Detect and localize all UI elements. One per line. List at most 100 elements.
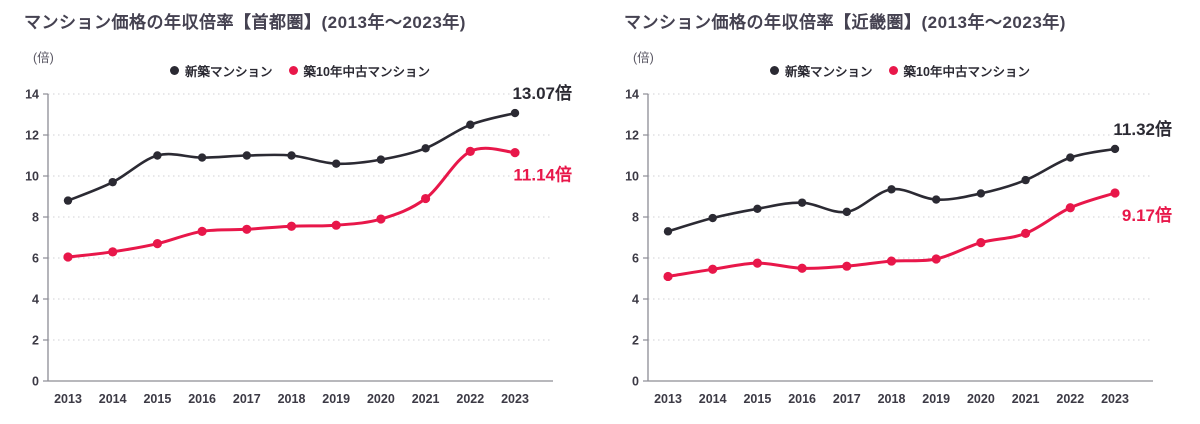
data-point xyxy=(1065,203,1075,213)
data-point xyxy=(1110,188,1120,198)
legend-dot-icon xyxy=(888,66,898,75)
data-point xyxy=(1066,153,1075,162)
y-axis-label: 8 xyxy=(32,211,39,225)
data-point xyxy=(797,198,807,207)
y-axis-label: 2 xyxy=(32,334,39,348)
data-point xyxy=(976,238,986,248)
data-point xyxy=(197,226,207,236)
data-point xyxy=(752,258,762,268)
data-point xyxy=(287,151,296,160)
legend-dot-icon xyxy=(170,66,180,75)
legend-label: 新築マンション xyxy=(785,65,873,79)
series-end-label: 11.14倍 xyxy=(513,165,572,185)
series-end-label: 13.07倍 xyxy=(512,83,572,103)
y-axis-label: 12 xyxy=(625,129,639,143)
x-axis-label: 2018 xyxy=(878,392,906,406)
legend: 新築マンション 築10年中古マンション xyxy=(0,61,600,80)
data-point xyxy=(708,264,718,274)
data-point xyxy=(842,261,852,271)
data-point xyxy=(1021,228,1031,238)
x-axis-label: 2016 xyxy=(188,392,216,406)
x-axis-label: 2019 xyxy=(322,392,350,406)
data-point xyxy=(887,185,896,194)
data-point xyxy=(932,195,941,204)
x-axis-label: 2016 xyxy=(788,392,816,406)
x-axis-label: 2014 xyxy=(99,392,127,406)
chart-panel-kinki: マンション価格の年収倍率【近畿圏】(2013年〜2023年) (倍) 新築マンシ… xyxy=(600,0,1200,424)
x-axis-label: 2022 xyxy=(456,392,484,406)
y-axis-label: 12 xyxy=(25,129,39,143)
x-axis-label: 2021 xyxy=(1012,392,1040,406)
x-axis-label: 2023 xyxy=(501,392,529,406)
data-point xyxy=(842,207,851,217)
data-point xyxy=(510,108,520,118)
x-axis-label: 2015 xyxy=(143,392,171,406)
y-axis-unit-label: (倍) xyxy=(33,51,54,65)
data-point xyxy=(63,196,73,205)
y-axis-label: 8 xyxy=(632,211,639,225)
x-axis-label: 2013 xyxy=(54,392,82,406)
legend-dot-icon xyxy=(288,66,298,75)
line-chart-kinki: 0 2 4 6 8 10 12 14 2013 2014 2015 2016 2017 2018 2019 2… xyxy=(625,88,1172,407)
y-axis-label: 6 xyxy=(32,252,39,266)
y-axis-label: 0 xyxy=(632,375,639,389)
chart-title-kinki: マンション価格の年収倍率【近畿圏】(2013年〜2023年) xyxy=(624,13,1066,32)
data-point xyxy=(797,263,807,273)
data-point xyxy=(663,227,673,236)
data-point xyxy=(976,189,986,198)
x-axis-label: 2023 xyxy=(1101,392,1129,406)
y-axis-label: 14 xyxy=(25,88,39,102)
data-point xyxy=(331,220,341,230)
data-point xyxy=(376,155,386,164)
data-point xyxy=(421,144,430,153)
data-point xyxy=(108,177,117,187)
x-axis-label: 2020 xyxy=(367,392,395,406)
data-point xyxy=(242,224,252,234)
legend-label: 新築マンション xyxy=(185,65,273,79)
chart-panel-shutoken: マンション価格の年収倍率【首都圏】(2013年〜2023年) (倍) 新築マンシ… xyxy=(0,13,600,406)
data-point xyxy=(242,151,251,160)
data-point xyxy=(663,271,673,282)
data-point xyxy=(1021,175,1030,185)
data-point xyxy=(332,159,341,168)
legend-item: 新築マンション xyxy=(770,61,873,80)
data-point xyxy=(153,151,162,160)
y-axis-unit-label: (倍) xyxy=(633,51,654,65)
data-point xyxy=(63,252,73,262)
x-axis-label: 2019 xyxy=(922,392,950,406)
data-point xyxy=(931,254,941,264)
x-axis-label: 2022 xyxy=(1056,392,1084,406)
legend-item: 築10年中古マンション xyxy=(888,61,1030,80)
legend-item: 築10年中古マンション xyxy=(288,61,430,80)
x-axis-label: 2013 xyxy=(654,392,682,406)
data-point xyxy=(886,256,897,266)
x-axis-label: 2014 xyxy=(699,392,727,406)
legend-item: 新築マンション xyxy=(170,61,273,80)
chart-title-shutoken: マンション価格の年収倍率【首都圏】(2013年〜2023年) xyxy=(24,13,466,32)
data-point xyxy=(421,193,431,204)
data-point xyxy=(108,247,118,257)
y-axis-label: 0 xyxy=(32,375,39,389)
data-point xyxy=(510,148,520,158)
x-axis-label: 2021 xyxy=(412,392,440,406)
data-point xyxy=(286,221,297,231)
y-axis-label: 4 xyxy=(632,293,639,307)
series-line xyxy=(66,146,517,259)
series-end-label: 11.32倍 xyxy=(1113,119,1172,139)
legend-label: 築10年中古マンション xyxy=(903,65,1030,79)
data-point xyxy=(465,146,475,156)
data-point xyxy=(708,213,717,223)
x-axis-label: 2020 xyxy=(967,392,995,406)
data-point xyxy=(376,214,386,224)
y-axis-label: 4 xyxy=(32,293,39,307)
data-point xyxy=(753,204,762,213)
line-chart-shutoken: 0 2 4 6 8 10 12 14 2013 2014 2015 2016 2017 2018 2019 2… xyxy=(25,83,572,406)
data-point xyxy=(152,239,162,249)
legend-label: 築10年中古マンション xyxy=(303,65,430,79)
x-axis-label: 2018 xyxy=(278,392,306,406)
data-point xyxy=(197,153,207,162)
x-axis-label: 2017 xyxy=(233,392,261,406)
legend: 新築マンション 築10年中古マンション xyxy=(600,61,1200,80)
y-axis-label: 6 xyxy=(632,252,639,266)
